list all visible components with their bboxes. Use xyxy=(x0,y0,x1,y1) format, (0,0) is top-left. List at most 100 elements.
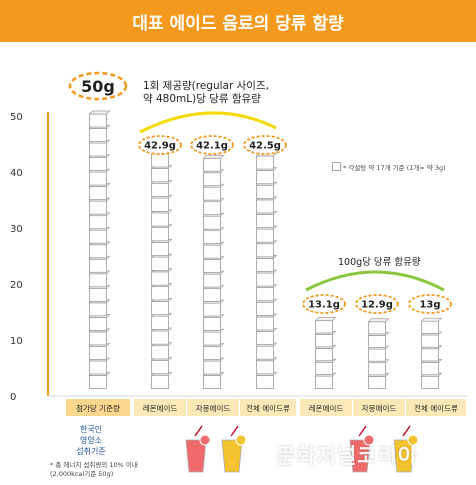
category-box xyxy=(187,399,239,416)
data-label: 13g xyxy=(419,300,440,311)
sugar-cube xyxy=(256,199,274,214)
sugar-cube xyxy=(315,347,333,362)
grapefruit-drink-icon xyxy=(185,425,211,473)
sugar-cube xyxy=(89,142,107,157)
bar xyxy=(420,317,443,389)
x-tick-label: 레몬에이드 xyxy=(309,403,344,413)
sugar-cube xyxy=(421,348,439,362)
sugar-cube xyxy=(256,331,274,346)
category-box xyxy=(353,399,405,416)
sugar-cube xyxy=(368,375,386,389)
sugar-cube xyxy=(89,302,107,317)
sugar-cube xyxy=(256,214,274,229)
sugar-cube xyxy=(151,241,169,257)
sugar-cube xyxy=(89,229,107,244)
sugar-cube xyxy=(203,331,221,346)
sugar-cube xyxy=(89,346,107,360)
category-box xyxy=(300,399,352,416)
lemon-drink-icon xyxy=(221,425,247,473)
sugar-cube xyxy=(421,375,439,389)
unit-note-text: * 각설탕 약 17개 기준 (1개= 약 3g) xyxy=(343,164,446,172)
bar xyxy=(88,110,111,389)
sugar-cube xyxy=(315,375,333,389)
sugar-cube xyxy=(89,157,107,172)
sugar-cube xyxy=(203,215,221,230)
sugar-cube xyxy=(89,215,107,230)
sugar-cube xyxy=(151,256,169,271)
reference-line-1: 한국인 xyxy=(79,425,103,434)
sugar-cube xyxy=(203,172,221,187)
sugar-cube xyxy=(89,258,107,273)
data-label-ring xyxy=(302,294,346,314)
sugar-cube-icon xyxy=(332,162,341,171)
sugar-cube xyxy=(151,197,169,212)
sugar-cube xyxy=(203,302,221,317)
footnote: * 총 에너지 섭취량의 10% 이내 (2,000kcal기준 50g) xyxy=(50,461,140,479)
sugar-cube xyxy=(89,316,107,331)
sugar-cube xyxy=(256,301,274,316)
x-tick-label: 전체 에이드류 xyxy=(246,403,290,413)
reference-line-3: 섭취기준 xyxy=(76,447,106,456)
sugar-cube xyxy=(151,301,169,316)
bar xyxy=(202,154,225,389)
sugar-cube xyxy=(256,345,274,360)
bar xyxy=(367,318,390,389)
category-box xyxy=(406,399,466,416)
sugar-cube xyxy=(421,320,439,334)
footnote-line-2: (2,000kcal기준 50g) xyxy=(50,470,114,478)
bar xyxy=(314,317,337,389)
sugar-cube xyxy=(89,287,107,302)
lemon-drink-icon xyxy=(393,425,419,473)
category-box xyxy=(134,399,186,416)
sugar-cube xyxy=(89,331,107,346)
group-note-serving: 1회 제공량(regular 사이즈, 약 480mL)당 당류 함유량 xyxy=(143,80,313,106)
sugar-cube xyxy=(151,271,169,286)
sugar-cube xyxy=(89,273,107,288)
sugar-cube xyxy=(256,184,274,199)
sugar-cube xyxy=(315,361,333,376)
bar xyxy=(150,150,173,389)
group-arc-serving xyxy=(139,111,277,134)
sugar-cube xyxy=(151,315,169,330)
data-label-ring xyxy=(243,135,287,155)
grapefruit-drink-icon xyxy=(349,425,375,473)
sugar-cube xyxy=(368,321,386,335)
y-tick-label: 50 xyxy=(10,112,23,123)
sugar-cube xyxy=(203,186,221,201)
data-label: 42.1g xyxy=(196,141,228,152)
x-tick-label: 첨가당 기준량 xyxy=(76,403,120,413)
group-note-line-1: 1회 제공량(regular 사이즈, xyxy=(143,80,269,92)
sugar-cube xyxy=(151,182,169,197)
sugar-cube xyxy=(151,212,169,227)
sugar-cube xyxy=(203,201,221,216)
sugar-cube xyxy=(89,113,107,128)
data-label-ring xyxy=(190,135,234,155)
bar xyxy=(255,152,278,389)
data-label-ring xyxy=(138,135,182,155)
sugar-cube xyxy=(203,273,221,288)
sugar-cube xyxy=(421,362,439,376)
sugar-cube-top xyxy=(202,154,225,159)
footnote-line-1: * 총 에너지 섭취량의 10% 이내 xyxy=(50,461,138,469)
sugar-cube xyxy=(203,157,221,172)
sugar-cube xyxy=(256,228,274,243)
sugar-cube xyxy=(368,348,386,362)
sugar-cube xyxy=(203,317,221,331)
sugar-cube xyxy=(256,360,274,375)
reference-line-2: 영양소 xyxy=(79,436,103,445)
reference-label: 한국인 영양소 섭취기준 xyxy=(52,424,130,457)
sugar-cube xyxy=(151,360,169,375)
sugar-cube xyxy=(256,170,274,185)
y-tick-label: 20 xyxy=(10,280,23,291)
sugar-cube-top xyxy=(420,317,443,322)
sugar-cube xyxy=(315,320,333,334)
sugar-cube xyxy=(151,227,169,242)
sugar-cube xyxy=(203,244,221,259)
sugar-cube xyxy=(368,362,386,376)
x-tick-label: 자몽에이드 xyxy=(362,403,397,413)
sugar-cube xyxy=(203,375,221,389)
data-label-ring xyxy=(408,294,452,314)
sugar-cube xyxy=(256,257,274,272)
y-tick-label: 40 xyxy=(10,168,23,179)
